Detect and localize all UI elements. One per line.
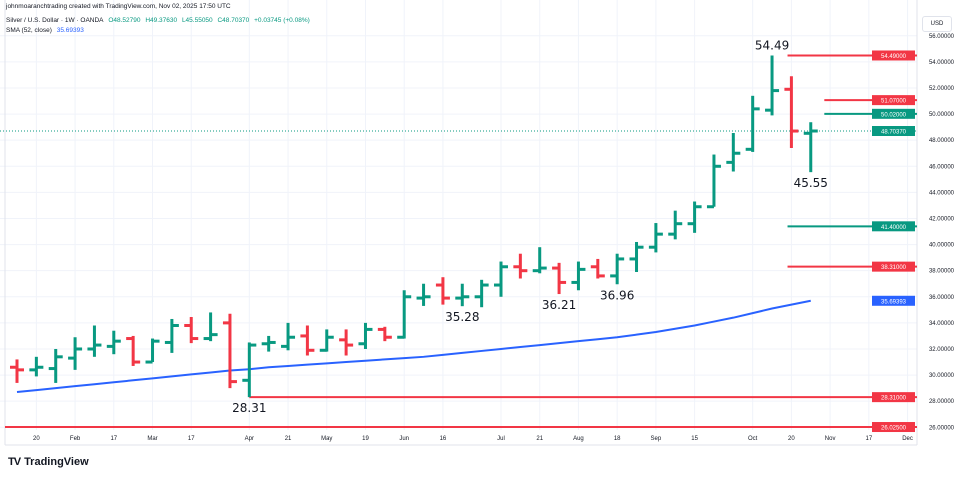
high-value: H49.37630 xyxy=(145,17,178,24)
price-annotation: 36.96 xyxy=(600,288,634,302)
price-annotation: 36.21 xyxy=(542,298,576,312)
price-annotation: 35.28 xyxy=(445,310,479,324)
level-price-label: 51.07000 xyxy=(881,99,907,105)
time-tick-label: Mar xyxy=(147,436,157,442)
level-price-tag xyxy=(872,261,915,272)
open-value: O48.52790 xyxy=(108,17,141,24)
price-tick-label: 40.00000 xyxy=(929,243,955,249)
time-tick-label: Jul xyxy=(497,436,505,442)
time-tick-label: Sep xyxy=(651,436,662,442)
time-tick-label: 21 xyxy=(536,436,543,442)
sma-label[interactable]: SMA (52, close) xyxy=(6,27,52,34)
level-price-tag xyxy=(872,108,915,119)
price-tick-label: 38.00000 xyxy=(929,269,955,275)
price-tick-label: 42.00000 xyxy=(929,216,955,222)
time-tick-label: Apr xyxy=(245,436,254,442)
time-tick-label: Aug xyxy=(573,436,584,442)
tradingview-logo-icon: TV xyxy=(8,456,21,468)
time-tick-label: 20 xyxy=(788,436,795,442)
symbol-label[interactable]: Silver / U.S. Dollar · 1W · OANDA xyxy=(6,17,104,24)
price-tick-label: 28.00000 xyxy=(929,399,955,405)
time-tick-label: Feb xyxy=(70,436,81,442)
level-price-tag xyxy=(872,392,915,403)
time-tick-label: 18 xyxy=(614,436,621,442)
time-tick-label: Dec xyxy=(902,436,913,442)
last-price-label: 48.70370 xyxy=(881,130,907,136)
price-tick-label: 46.00000 xyxy=(929,164,955,170)
time-tick-label: 17 xyxy=(188,436,195,442)
price-tick-label: 30.00000 xyxy=(929,373,955,379)
price-tick-label: 48.00000 xyxy=(929,138,955,144)
price-tick-label: 32.00000 xyxy=(929,347,955,353)
price-annotation: 45.55 xyxy=(794,176,828,190)
sma-value: 35.69393 xyxy=(56,27,84,34)
level-price-label: 54.49000 xyxy=(881,54,907,60)
currency-button[interactable]: USD xyxy=(922,16,952,32)
sma-line xyxy=(16,299,811,394)
time-tick-label: 20 xyxy=(33,436,40,442)
chart-legend: Silver / U.S. Dollar · 1W · OANDA O48.52… xyxy=(6,17,313,24)
level-price-label: 26.02500 xyxy=(881,426,907,432)
level-price-tag xyxy=(872,422,915,433)
price-tick-label: 52.00000 xyxy=(929,86,955,92)
level-price-label: 41.40000 xyxy=(881,225,907,231)
sma-price-tag xyxy=(872,295,915,306)
time-tick-label: 15 xyxy=(691,436,698,442)
level-price-tag xyxy=(872,50,915,61)
time-tick-label: Oct xyxy=(748,436,758,442)
tradingview-logo[interactable]: TV TradingView xyxy=(8,456,89,468)
price-tick-label: 36.00000 xyxy=(929,295,955,301)
price-tick-label: 50.00000 xyxy=(929,112,955,118)
change-value: +0.03745 (+0.08%) xyxy=(254,17,310,24)
level-price-label: 38.31000 xyxy=(881,265,907,271)
price-tick-label: 34.00000 xyxy=(929,321,955,327)
time-tick-label: 17 xyxy=(110,436,117,442)
price-tick-label: 26.00000 xyxy=(929,425,955,431)
level-price-label: 50.02000 xyxy=(881,112,907,118)
last-price-tag xyxy=(872,126,915,136)
time-tick-label: 17 xyxy=(865,436,872,442)
level-price-tag xyxy=(872,221,915,232)
time-tick-label: 19 xyxy=(362,436,369,442)
brand-name: TradingView xyxy=(24,456,89,468)
price-tick-label: 54.00000 xyxy=(929,60,955,66)
time-tick-label: Nov xyxy=(825,436,836,442)
price-tick-label: 44.00000 xyxy=(929,190,955,196)
sma-price-label: 35.69393 xyxy=(881,299,907,305)
close-value: C48.70370 xyxy=(217,17,250,24)
level-price-label: 28.31000 xyxy=(881,396,907,402)
time-tick-label: 16 xyxy=(440,436,447,442)
sma-legend: SMA (52, close) 35.69393 xyxy=(6,27,87,34)
time-tick-label: Jun xyxy=(399,436,409,442)
level-price-tag xyxy=(872,95,915,106)
time-tick-label: May xyxy=(321,436,332,442)
attribution-text: johnmoaranchtrading created with Trading… xyxy=(6,3,231,10)
time-tick-label: 21 xyxy=(285,436,292,442)
price-tick-label: 56.00000 xyxy=(929,34,955,40)
price-annotation: 54.49 xyxy=(755,38,789,52)
price-annotation: 28.31 xyxy=(232,401,266,415)
low-value: L45.55050 xyxy=(181,17,213,24)
